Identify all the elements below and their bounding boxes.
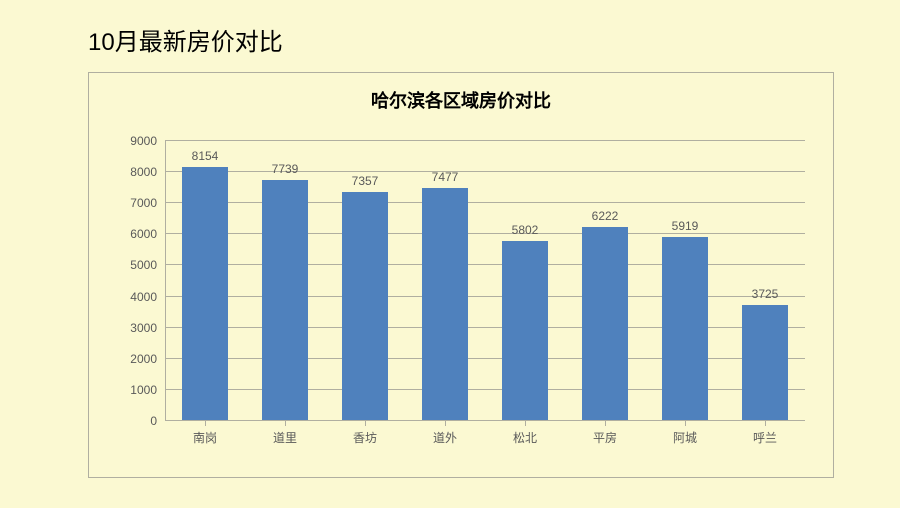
bar [262,180,308,421]
bar [662,237,708,421]
x-tick-label: 呼兰 [725,429,805,446]
x-tick-label: 阿城 [645,429,725,446]
y-axis [165,141,166,421]
y-tick-label: 3000 [130,321,157,335]
y-tick-label: 2000 [130,352,157,366]
x-tick [365,421,366,426]
chart-title: 哈尔滨各区域房价对比 [89,73,833,113]
bar [182,167,228,421]
x-tick-label: 道外 [405,429,485,446]
plot-area: 0100020003000400050006000700080009000 81… [165,141,805,421]
bar [422,188,468,421]
bars-group: 8154 7739 7357 7477 5802 6222 5919 3725 [165,141,805,421]
x-tick [685,421,686,426]
bar-value-label: 6222 [592,209,619,223]
x-tick [205,421,206,426]
y-tick-label: 9000 [130,134,157,148]
bar-value-label: 3725 [752,287,779,301]
bar-slot: 5802 [485,141,565,421]
chart-container: 哈尔滨各区域房价对比 01000200030004000500060007000… [88,72,834,478]
bar-value-label: 7739 [272,162,299,176]
x-tick-label: 松北 [485,429,565,446]
bar [742,305,788,421]
bar-slot: 6222 [565,141,645,421]
bar [582,227,628,421]
y-tick-label: 7000 [130,196,157,210]
x-tick-label: 南岗 [165,429,245,446]
x-tick-label: 平房 [565,429,645,446]
x-tick-label: 道里 [245,429,325,446]
x-tick [445,421,446,426]
x-tick [605,421,606,426]
y-tick-label: 5000 [130,258,157,272]
bar [342,192,388,421]
bar [502,241,548,422]
bar-value-label: 7477 [432,170,459,184]
bar-value-label: 5802 [512,223,539,237]
x-axis-labels: 南岗道里香坊道外松北平房阿城呼兰 [165,429,805,446]
bar-slot: 7477 [405,141,485,421]
bar-value-label: 8154 [192,149,219,163]
bar-slot: 3725 [725,141,805,421]
bar-slot: 5919 [645,141,725,421]
x-tick [285,421,286,426]
x-tick [525,421,526,426]
bar-value-label: 7357 [352,174,379,188]
bar-slot: 7739 [245,141,325,421]
bar-slot: 8154 [165,141,245,421]
y-tick-label: 4000 [130,290,157,304]
y-tick-label: 0 [150,414,157,428]
x-axis [165,420,805,421]
page-title: 10月最新房价对比 [88,22,283,57]
y-tick-label: 6000 [130,227,157,241]
x-tick-label: 香坊 [325,429,405,446]
x-tick [765,421,766,426]
bar-slot: 7357 [325,141,405,421]
bar-value-label: 5919 [672,219,699,233]
y-tick-label: 1000 [130,383,157,397]
y-tick-label: 8000 [130,165,157,179]
